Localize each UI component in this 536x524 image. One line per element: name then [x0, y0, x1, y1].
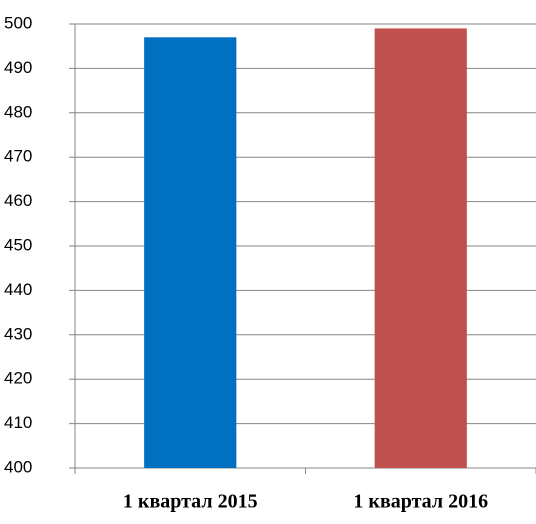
- y-tick-label: 500: [4, 13, 32, 32]
- y-tick-label: 490: [4, 58, 32, 77]
- y-tick-label: 470: [4, 147, 32, 166]
- y-tick-label: 440: [4, 280, 32, 299]
- y-tick-label: 450: [4, 235, 32, 254]
- x-tick-label: 1 квартал 2015: [123, 491, 258, 513]
- y-tick-label: 460: [4, 191, 32, 210]
- bar: [374, 28, 467, 468]
- x-tick-label: 1 квартал 2016: [353, 491, 488, 513]
- y-tick-label: 410: [4, 413, 32, 432]
- y-tick-label: 400: [4, 457, 32, 476]
- y-tick-label: 480: [4, 102, 32, 121]
- y-tick-label: 420: [4, 369, 32, 388]
- y-tick-label: 430: [4, 324, 32, 343]
- bar: [144, 37, 237, 468]
